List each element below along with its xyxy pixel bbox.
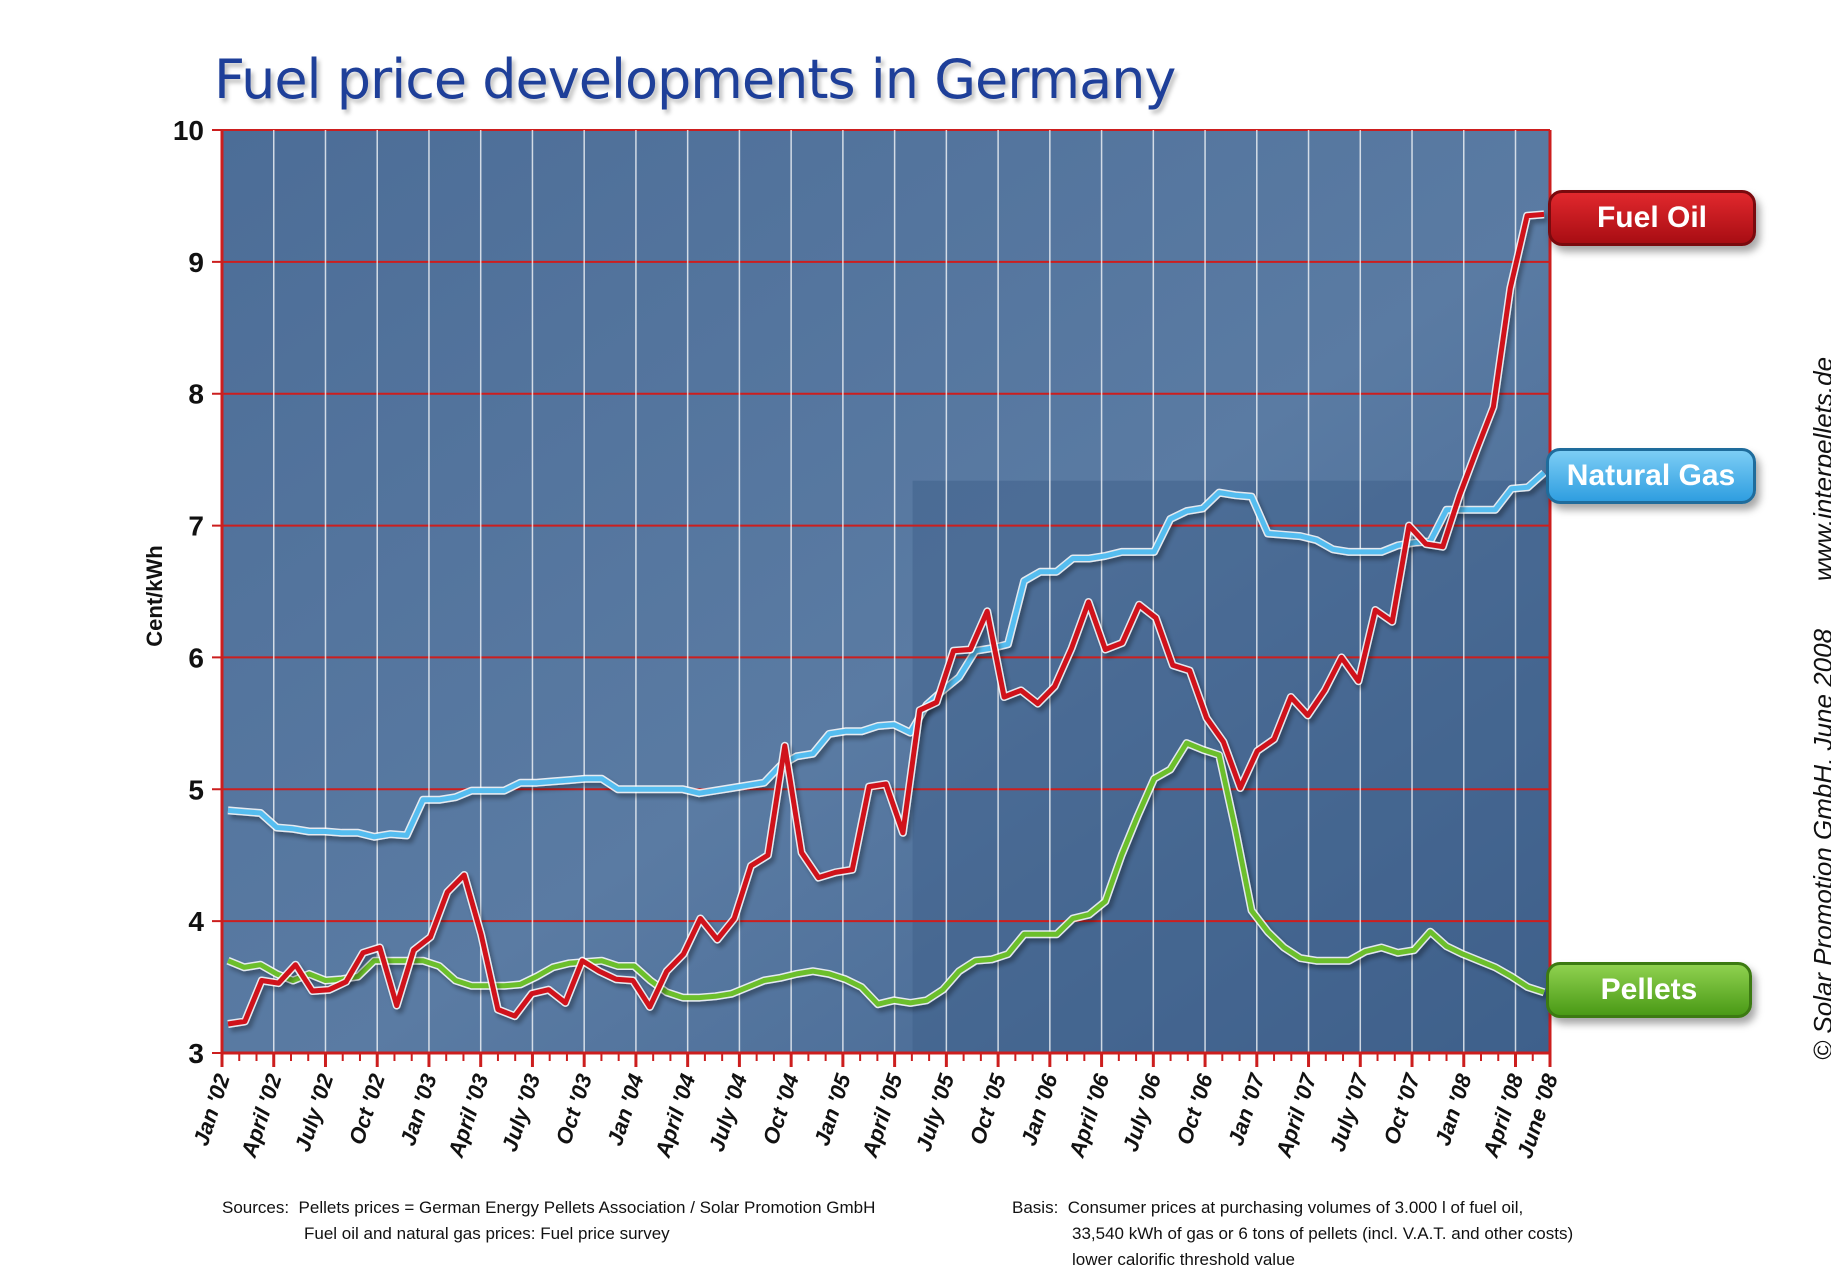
y-tick-label: 10 xyxy=(173,115,204,146)
x-tick-label: Jan '02 xyxy=(188,1070,235,1149)
y-tick-label: 7 xyxy=(188,511,204,542)
x-tick-label: July '05 xyxy=(911,1070,960,1154)
x-tick-label: Jan '05 xyxy=(809,1070,856,1149)
y-axis-label: Cent/kWh xyxy=(142,545,167,647)
legend-natural-gas: Natural Gas xyxy=(1546,448,1756,504)
sources-note: Sources: Pellets prices = German Energy … xyxy=(222,1195,875,1247)
y-tick-label: 5 xyxy=(188,774,204,805)
basis-line-1: Consumer prices at purchasing volumes of… xyxy=(1067,1198,1524,1217)
y-tick-label: 3 xyxy=(188,1038,204,1069)
x-tick-label: July '02 xyxy=(290,1070,339,1154)
x-tick-label: Oct '05 xyxy=(965,1070,1011,1147)
series-line-natural_gas xyxy=(227,470,1546,840)
x-tick-label: Jan '08 xyxy=(1430,1070,1477,1149)
x-tick-label: Jan '03 xyxy=(395,1071,442,1149)
y-tick-label: 8 xyxy=(188,379,204,410)
legend-pellets: Pellets xyxy=(1546,962,1752,1018)
legend-pellets-label: Pellets xyxy=(1600,973,1698,1006)
series-line-pellets xyxy=(227,740,1545,1007)
x-tick-label: April '03 xyxy=(443,1071,494,1161)
x-tick-label: April '02 xyxy=(236,1070,287,1161)
vertical-credit: © Solar Promotion GmbH, June 2008 www.int… xyxy=(1808,357,1831,1060)
legend-natural-gas-label: Natural Gas xyxy=(1566,459,1736,492)
series-line-fuel_oil xyxy=(227,211,1545,1027)
legend-fuel-oil-label: Fuel Oil xyxy=(1596,201,1707,234)
x-tick-label: April '07 xyxy=(1271,1069,1322,1161)
basis-line-2: 33,540 kWh of gas or 6 tons of pellets (… xyxy=(1072,1224,1574,1243)
y-tick-label: 9 xyxy=(188,247,204,278)
x-tick-label: July '03 xyxy=(497,1071,545,1155)
basis-line-3: lower calorific threshold value xyxy=(1072,1250,1295,1269)
website-text: www.interpellets.de xyxy=(1808,356,1831,581)
x-tick-label: July '06 xyxy=(1118,1070,1167,1154)
basis-note: Basis: Consumer prices at purchasing vol… xyxy=(1012,1195,1573,1273)
x-tick-label: Jan '07 xyxy=(1223,1069,1270,1149)
x-tick-label: Jan '04 xyxy=(602,1071,649,1149)
x-tick-label: April '05 xyxy=(857,1070,908,1161)
legend-fuel-oil: Fuel Oil xyxy=(1548,190,1756,246)
x-tick-label: July '04 xyxy=(704,1071,752,1155)
chart-title: Fuel price developments in Germany xyxy=(214,48,1176,111)
sources-line-1: Pellets prices = German Energy Pellets A… xyxy=(298,1198,876,1217)
y-tick-label: 4 xyxy=(188,906,204,937)
sources-label: Sources: xyxy=(222,1198,290,1217)
copyright-text: © Solar Promotion GmbH, June 2008 xyxy=(1808,628,1831,1060)
x-tick-label: July '07 xyxy=(1325,1069,1374,1154)
sources-line-2: Fuel oil and natural gas prices: Fuel pr… xyxy=(304,1224,670,1243)
x-tick-label: Jan '06 xyxy=(1016,1070,1063,1149)
x-tick-label: Oct '07 xyxy=(1379,1069,1426,1147)
x-tick-label: April '06 xyxy=(1064,1070,1115,1161)
y-tick-label: 6 xyxy=(188,642,204,673)
x-tick-label: Oct '02 xyxy=(344,1070,390,1147)
x-tick-label: Oct '03 xyxy=(551,1071,597,1148)
x-tick-label: Oct '04 xyxy=(758,1071,804,1148)
basis-label: Basis: xyxy=(1012,1198,1059,1217)
x-tick-label: April '04 xyxy=(650,1071,701,1161)
x-tick-label: Oct '06 xyxy=(1172,1070,1218,1147)
